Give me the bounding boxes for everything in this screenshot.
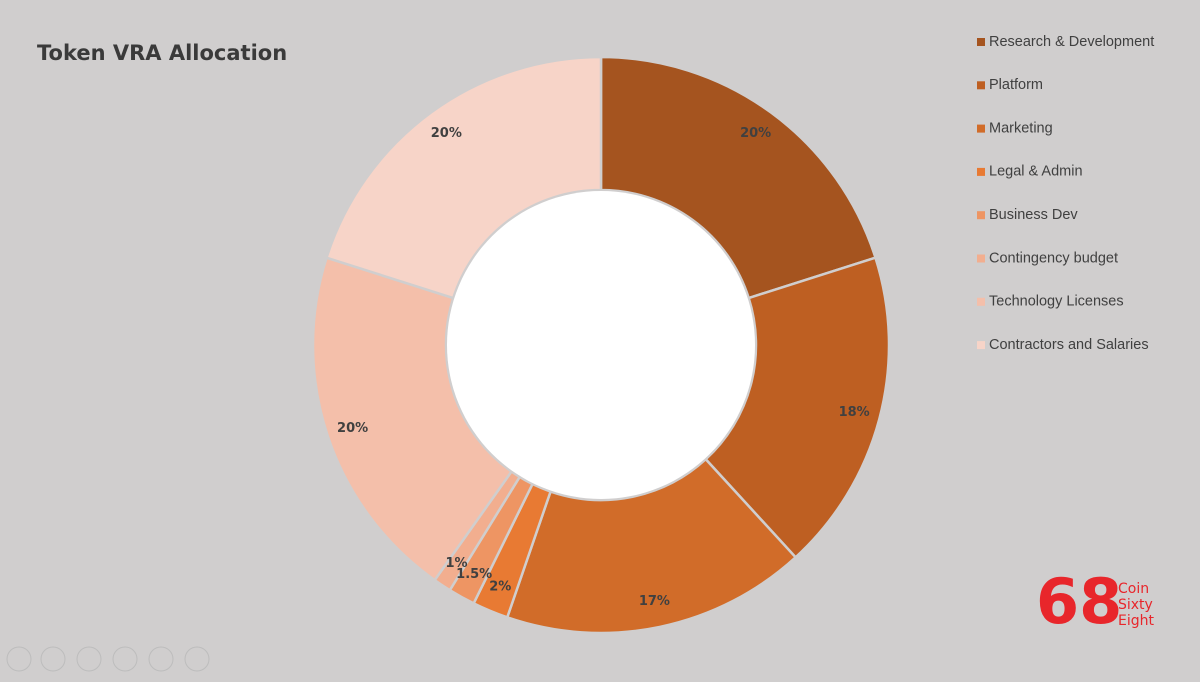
logo-text: Sixty [1118,597,1153,613]
donut-hole [447,191,755,499]
legend-label: Contractors and Salaries [989,337,1149,353]
data-label: 20% [337,421,368,436]
legend-swatch [977,167,985,176]
slice [505,457,798,635]
legend-swatch [977,341,985,350]
legend-label: Technology Licenses [989,294,1124,310]
slice [703,256,891,560]
data-label: 17% [639,594,670,609]
logo-text: Eight [1118,613,1154,629]
legend-swatch [977,38,985,46]
data-label: 2% [489,579,511,594]
nav-slides[interactable] [112,646,138,672]
nav-prev[interactable] [6,646,32,672]
chart-title: Token VRA Allocation [37,41,287,65]
legend-label: Business Dev [989,207,1078,223]
legend-swatch [977,297,985,306]
data-label: 20% [740,126,771,141]
legend-label: Research & Development [989,34,1154,50]
slide-navigation [6,646,210,672]
logo: 68 Coin Sixty Eight [1036,565,1154,638]
legend-label: Contingency budget [989,250,1118,266]
data-label: 20% [431,126,462,141]
nav-zoom[interactable] [148,646,174,672]
legend-label: Legal & Admin [989,164,1083,180]
nav-pen[interactable] [76,646,102,672]
legend-swatch [977,124,985,133]
logo-text: Coin [1118,581,1149,597]
legend-swatch [977,211,985,220]
legend-label: Marketing [989,120,1053,136]
legend-label: Platform [989,77,1043,93]
nav-next[interactable] [40,646,66,672]
legend-swatch [977,254,985,263]
legend-swatch [977,81,985,90]
data-label: 1% [445,556,467,571]
data-label: 1.5% [456,567,492,582]
slice [599,55,878,300]
logo-mark: 68 [1036,565,1122,638]
slice [324,55,603,300]
nav-more[interactable] [184,646,210,672]
slice [311,256,514,582]
data-label: 18% [839,405,870,420]
